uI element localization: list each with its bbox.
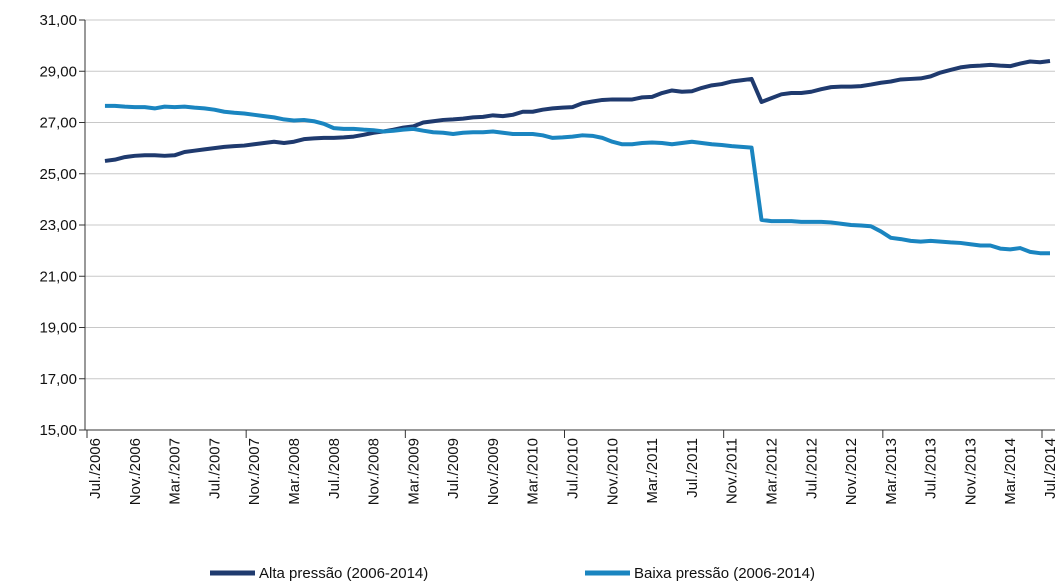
y-tick-label: 25,00	[39, 166, 77, 183]
y-tick-label: 19,00	[39, 320, 77, 337]
x-tick-label: Nov./2011	[724, 438, 741, 504]
x-tick-label: Nov./2013	[962, 438, 979, 505]
y-tick-label: 21,00	[39, 268, 77, 285]
x-tick-label: Mar./2008	[286, 438, 303, 505]
x-tick-label: Jul./2010	[565, 438, 582, 499]
x-tick-label: Jul./2012	[803, 438, 820, 499]
x-tick-label: Mar./2013	[883, 438, 900, 505]
x-tick-label: Jul./2008	[326, 438, 343, 499]
series-line	[104, 59, 1051, 163]
y-tick-label: 31,00	[39, 12, 77, 29]
legend-label: Baixa pressão (2006-2014)	[634, 565, 815, 582]
legend-label: Alta pressão (2006-2014)	[259, 565, 428, 582]
x-tick-label: Nov./2012	[843, 438, 860, 505]
y-tick-label: 29,00	[39, 63, 77, 80]
series-line	[104, 103, 1050, 256]
x-tick-label: Nov./2009	[485, 438, 502, 505]
x-tick-label: Jul./2013	[923, 438, 940, 499]
x-tick-label: Mar./2014	[1002, 438, 1019, 505]
x-tick-label: Jul./2006	[87, 438, 104, 499]
y-tick-label: 27,00	[39, 115, 77, 132]
x-tick-label: Nov./2008	[366, 438, 383, 505]
x-tick-label: Jul./2009	[445, 438, 462, 499]
x-tick-label: Mar./2010	[525, 438, 542, 505]
x-tick-label: Nov./2006	[127, 438, 144, 505]
x-tick-label: Mar./2011	[644, 438, 661, 504]
x-tick-label: Mar./2007	[167, 438, 184, 505]
x-tick-label: Jul./2014	[1042, 438, 1055, 499]
y-tick-label: 23,00	[39, 217, 77, 234]
x-tick-label: Nov./2007	[246, 438, 263, 505]
y-tick-label: 17,00	[39, 371, 77, 388]
y-tick-label: 15,00	[39, 422, 77, 439]
x-tick-label: Mar./2012	[763, 438, 780, 505]
x-tick-label: Mar./2009	[405, 438, 422, 505]
x-tick-label: Nov./2010	[604, 438, 621, 505]
x-tick-label: Jul./2011	[684, 438, 701, 498]
x-tick-label: Jul./2007	[206, 438, 223, 499]
